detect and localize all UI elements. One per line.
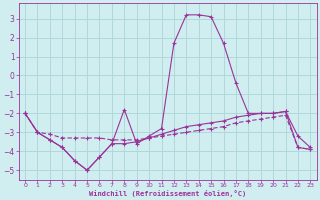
X-axis label: Windchill (Refroidissement éolien,°C): Windchill (Refroidissement éolien,°C) — [89, 190, 246, 197]
